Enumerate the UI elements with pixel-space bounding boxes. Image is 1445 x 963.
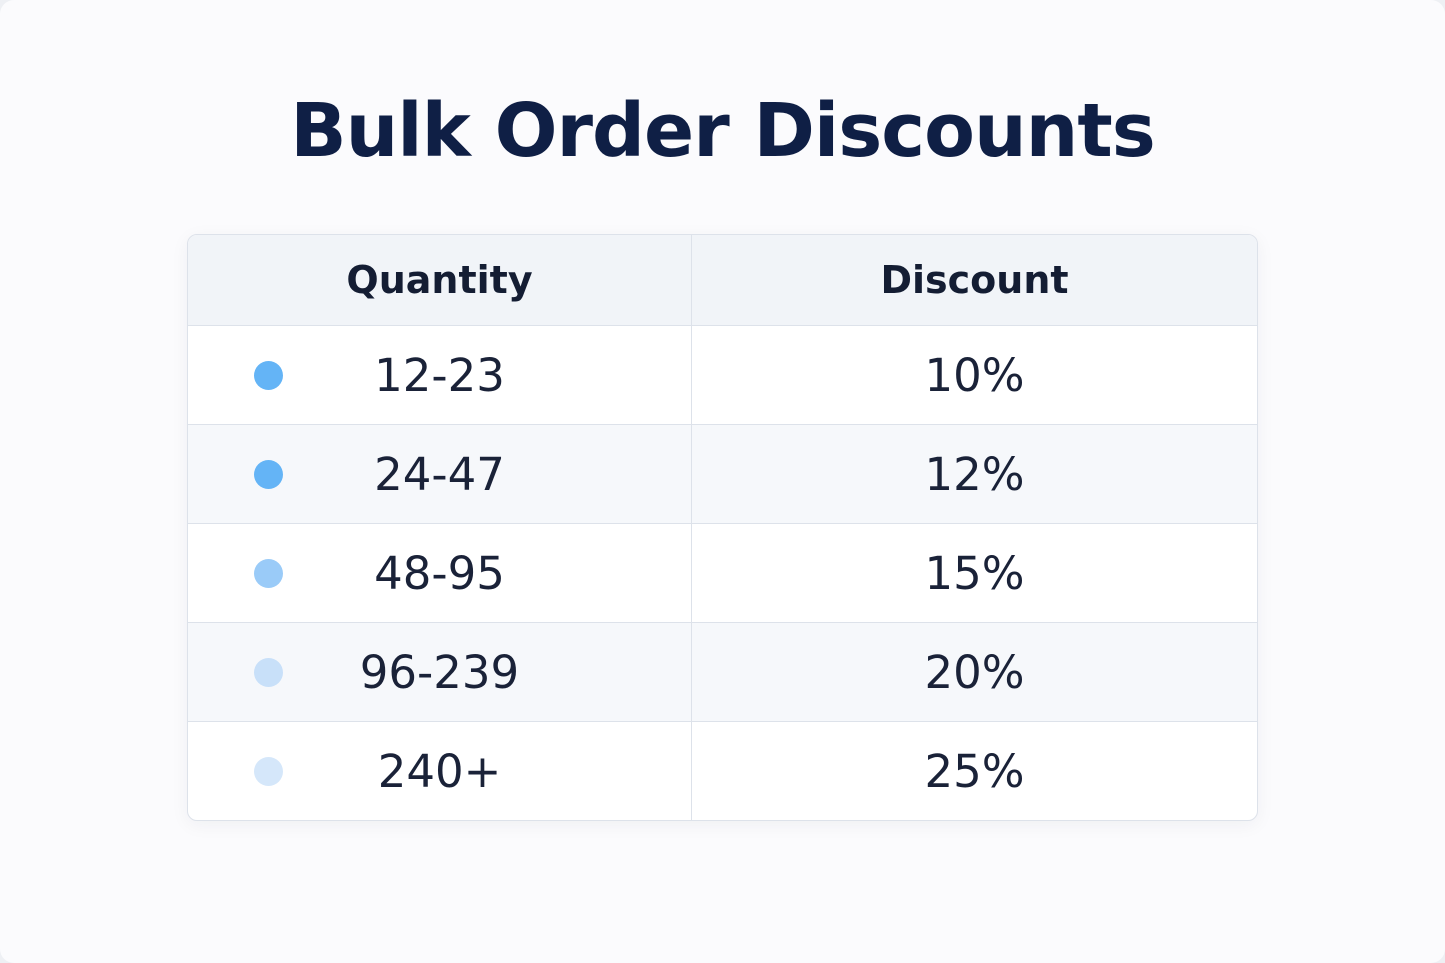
discount-cell: 10% [924, 348, 1025, 402]
quantity: 48-95 [374, 546, 505, 600]
header-row: Quantity Discount [188, 235, 1257, 325]
table-row: 48-95 15% [188, 523, 1257, 622]
quantity: 240+ [377, 744, 502, 798]
dot [254, 360, 283, 390]
discount-cell: 15% [924, 546, 1025, 600]
quantity-cell: 240+ [188, 722, 692, 820]
quantity-cell: 12-23 [188, 326, 692, 424]
discount-cell: 20% [924, 645, 1025, 699]
table: Quantity Discount 12-23 10% 24-47 12% 48… [187, 234, 1258, 821]
title: Bulk Order Discounts [290, 88, 1156, 174]
discount-cell: 25% [924, 744, 1025, 798]
dot [254, 459, 283, 489]
dot [254, 756, 283, 786]
table-row: 24-47 12% [188, 424, 1257, 523]
quantity-cell: 96-239 [188, 623, 692, 721]
quantity: 96-239 [359, 645, 520, 699]
dot [254, 558, 283, 588]
header-cell: Quantity [188, 235, 692, 325]
table-row: 12-23 10% [188, 325, 1257, 424]
dot [254, 657, 283, 687]
header-cell: Discount [880, 258, 1069, 302]
table-row: 96-239 20% [188, 622, 1257, 721]
discount-cell: 12% [924, 447, 1025, 501]
table-row: 240+ 25% [188, 721, 1257, 820]
quantity-cell: 24-47 [188, 425, 692, 523]
quantity: 12-23 [374, 348, 505, 402]
quantity: 24-47 [374, 447, 505, 501]
quantity-cell: 48-95 [188, 524, 692, 622]
